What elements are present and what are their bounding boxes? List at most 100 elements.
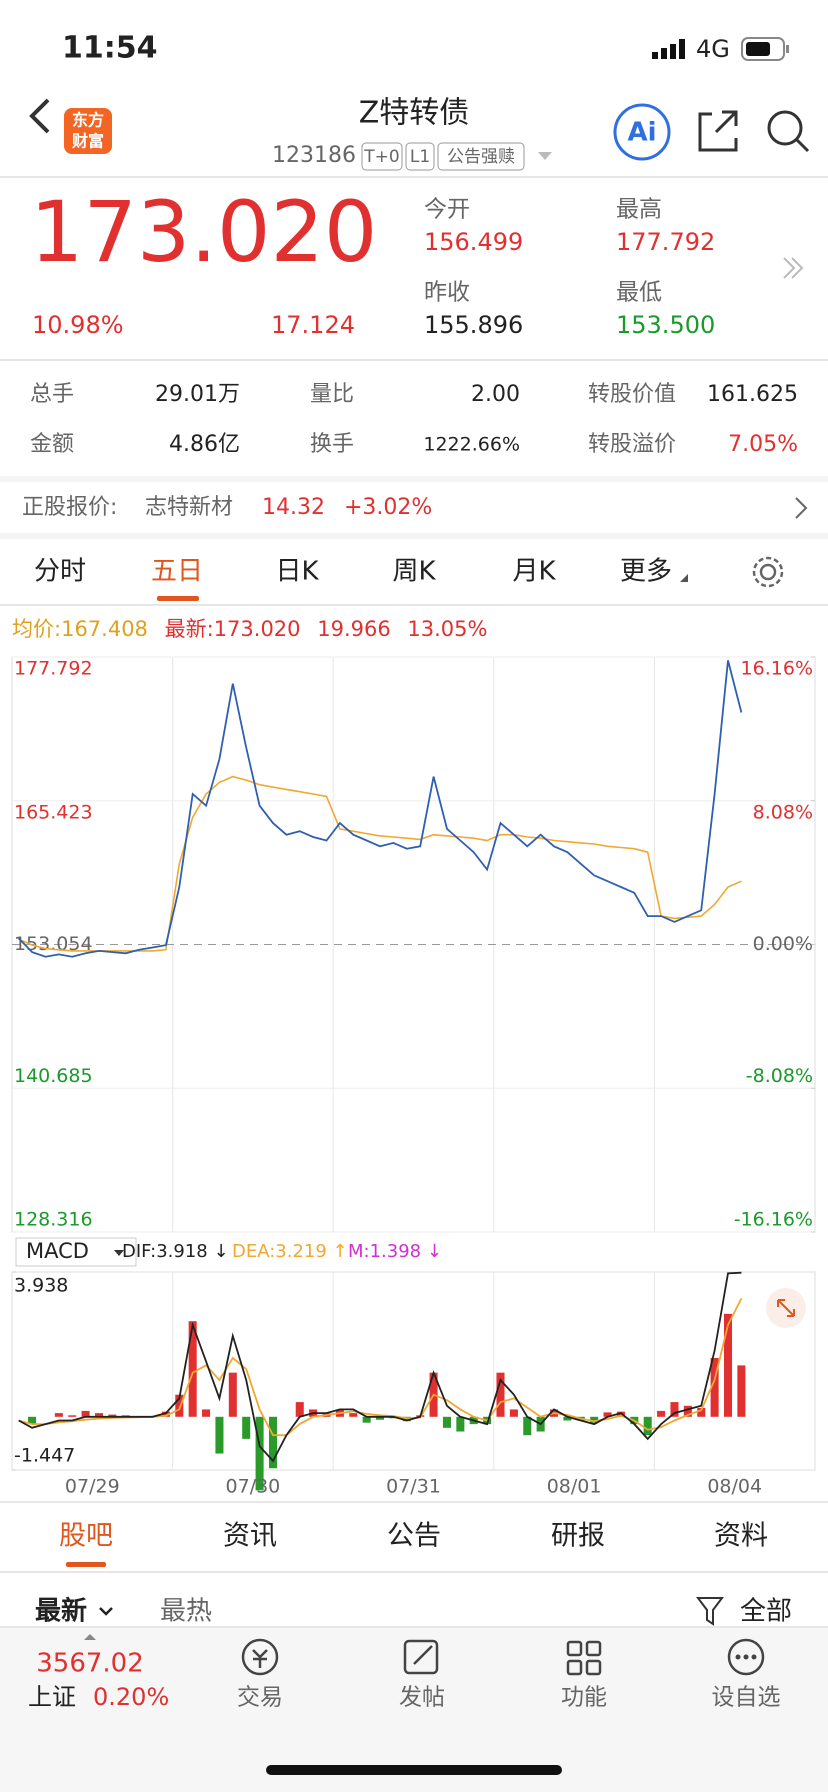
code: 123186: [272, 143, 356, 168]
macd-bar: [563, 1416, 572, 1421]
macd-bar: [496, 1372, 505, 1417]
indicator-select[interactable]: [15, 1237, 137, 1267]
period-tab[interactable]: 日K: [275, 557, 319, 587]
period-tabs: 分时 五日 日K 周K 月K 更多: [34, 557, 688, 601]
content-tab[interactable]: 公告: [387, 1521, 441, 1552]
stats: 总手 29.01万 量比 2.00 转股价值 161.625 金额 4.86亿 换手 1222.6…: [30, 382, 798, 457]
content-tabs: 股吧 资讯 公告 研报 资料: [59, 1521, 768, 1567]
avg-value: 167.408: [61, 617, 148, 641]
change: 19.966: [317, 617, 390, 641]
y2-tick-label: -16.16%: [734, 1209, 813, 1231]
dropdown-icon: [114, 1250, 124, 1256]
filter-tab[interactable]: 最热: [160, 1597, 212, 1627]
stat-value: 7.05%: [728, 432, 798, 457]
field-label: 今开: [424, 197, 470, 223]
indicator-value: DEA:3.219 ↑: [232, 1241, 348, 1262]
macd-bar: [202, 1409, 211, 1417]
change-pct: 13.05%: [407, 617, 487, 641]
dropdown-icon[interactable]: [538, 152, 552, 160]
dif-line: [18, 1271, 742, 1463]
y-tick-label: 140.685: [14, 1065, 93, 1087]
change: 17.124: [271, 311, 355, 339]
index-value[interactable]: 3567.02: [36, 1649, 144, 1679]
chart-frame: [11, 1271, 816, 1471]
y-tick-label: 153.054: [14, 933, 93, 955]
nav-label[interactable]: 设自选: [712, 1685, 781, 1711]
field-label: 昨收: [424, 280, 470, 306]
battery-icon: [741, 37, 789, 61]
field-label: 最低: [616, 280, 662, 306]
y-tick-label: 128.316: [14, 1209, 93, 1231]
macd-bar: [683, 1405, 692, 1417]
macd-bar: [215, 1416, 224, 1454]
content-tab[interactable]: 资料: [714, 1521, 768, 1552]
nav-labels: 交易 发帖 功能 设自选: [237, 1685, 781, 1711]
avg-line: [18, 775, 742, 952]
time: 11:54: [62, 31, 158, 66]
back-button[interactable]: [29, 98, 50, 134]
content-tab[interactable]: 股吧: [59, 1521, 113, 1552]
nav-label[interactable]: 发帖: [399, 1685, 445, 1711]
x-tick-label: 07/30: [226, 1476, 281, 1498]
logo-text: 东方: [72, 111, 104, 130]
stock-price: 14.32: [262, 495, 325, 520]
share-button[interactable]: [698, 110, 738, 152]
macd-bar: [108, 1414, 117, 1417]
filter-icon[interactable]: [696, 1597, 724, 1626]
macd-bar: [228, 1372, 237, 1417]
nav-label[interactable]: 交易: [237, 1685, 283, 1711]
search-button[interactable]: [767, 110, 810, 153]
ai-text: Ai: [627, 118, 656, 148]
macd-bar: [509, 1409, 518, 1417]
nav-label[interactable]: 功能: [561, 1685, 607, 1711]
x-tick-label: 07/29: [65, 1476, 120, 1498]
logo: [64, 108, 112, 154]
macd-bar: [175, 1394, 184, 1417]
logo-text: 财富: [71, 132, 104, 151]
stat-value: 29.01万: [155, 382, 240, 407]
period-tab[interactable]: 分时: [34, 557, 86, 587]
stat-label: 总手: [30, 382, 74, 407]
field-value: 153.500: [616, 311, 715, 339]
stat-value: 1222.66%: [423, 434, 520, 456]
macd-bar: [603, 1412, 612, 1417]
caret: [84, 1634, 96, 1640]
content-tab[interactable]: 研报: [551, 1521, 605, 1552]
settings-button[interactable]: [752, 556, 784, 588]
y2-tick-label: 8.08%: [753, 801, 813, 823]
stat-label: 量比: [310, 382, 354, 407]
price: 173.020: [30, 183, 377, 281]
change-pct: 10.98%: [32, 311, 124, 339]
macd-bar: [255, 1416, 264, 1491]
badge: [361, 142, 403, 171]
stock-change: +3.02%: [344, 495, 432, 520]
period-tab[interactable]: 周K: [392, 557, 436, 587]
badge: [437, 142, 525, 171]
tab-underline: [157, 596, 199, 601]
macd-bar: [523, 1416, 532, 1436]
signal-icon: [652, 39, 685, 59]
period-tab[interactable]: 月K: [512, 557, 556, 587]
info-line: 均价:167.408 最新:173.020 19.966 13.05%: [12, 617, 487, 641]
index-name[interactable]: 上证: [28, 1683, 76, 1711]
filter-tab[interactable]: 最新: [35, 1596, 87, 1627]
index-change[interactable]: 0.20%: [93, 1683, 169, 1711]
macd-bar: [723, 1313, 733, 1417]
y2-tick-label: 16.16%: [741, 658, 813, 680]
period-tab[interactable]: 五日: [151, 557, 203, 587]
indicator-value: DIF:3.918 ↓: [122, 1241, 229, 1262]
y-tick-label: -1.447: [14, 1445, 75, 1467]
title: Z特转债: [359, 96, 470, 131]
price-line: [18, 660, 743, 958]
chart-frame: [11, 656, 816, 1233]
dropdown-icon: [680, 574, 688, 582]
period-tab[interactable]: 更多: [620, 557, 672, 587]
expand-icon[interactable]: [783, 257, 804, 279]
y-tick-label: 3.938: [14, 1275, 68, 1297]
content-tab[interactable]: 资讯: [223, 1521, 277, 1552]
stat-label: 转股价值: [588, 382, 676, 407]
filter-all[interactable]: 全部: [740, 1597, 792, 1627]
network: 4G: [696, 35, 730, 63]
ai-button[interactable]: [613, 103, 671, 161]
chevron[interactable]: [795, 497, 808, 519]
